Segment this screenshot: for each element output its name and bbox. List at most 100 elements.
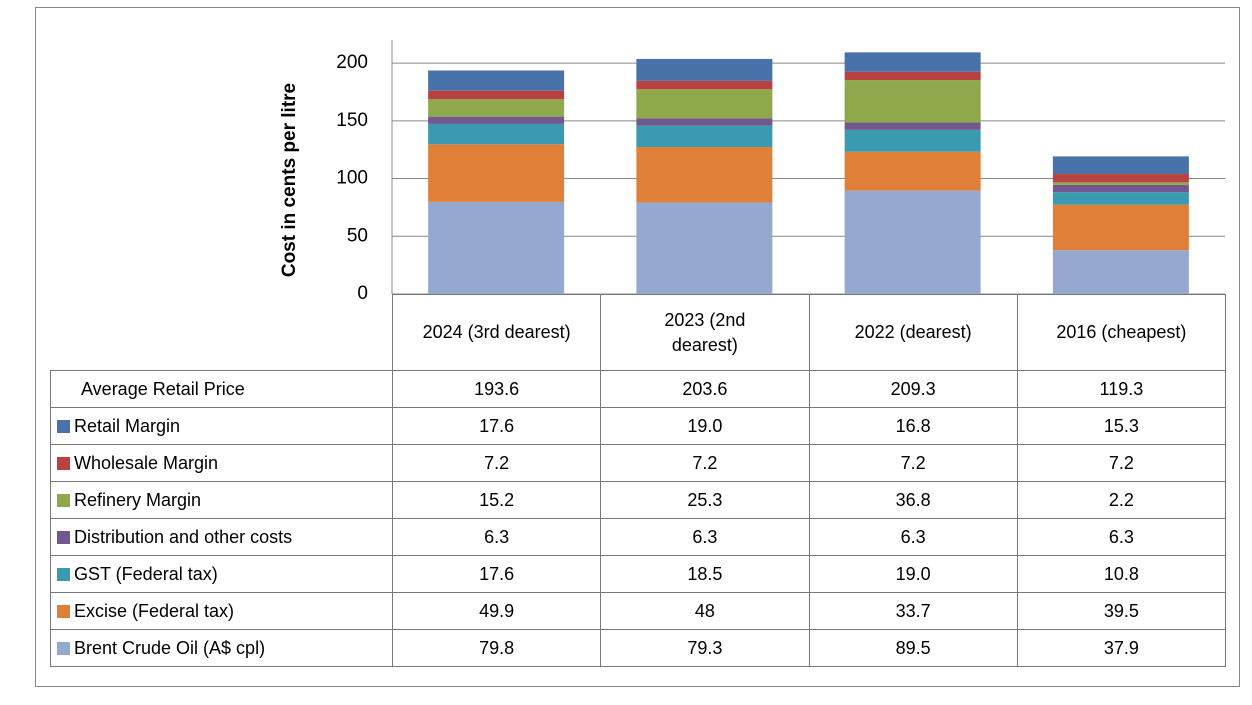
table-value: 89.5 bbox=[808, 629, 1018, 667]
table-value: 193.6 bbox=[392, 370, 602, 408]
bar-segment bbox=[1052, 174, 1189, 183]
legend-key bbox=[57, 567, 70, 581]
bar-segment bbox=[636, 147, 773, 203]
legend-label: Retail Margin bbox=[74, 415, 181, 436]
bar-segment bbox=[1052, 250, 1189, 294]
legend-key bbox=[57, 641, 70, 655]
bar-segment bbox=[636, 125, 773, 148]
x-tick-label: 2022 (dearest) bbox=[854, 322, 972, 342]
bar-segment bbox=[428, 116, 565, 124]
table-value: 203.6 bbox=[600, 370, 810, 408]
table-value: 17.6 bbox=[392, 407, 602, 445]
table-value: 7.2 bbox=[600, 444, 810, 482]
category-cell: 2022 (dearest) bbox=[808, 294, 1018, 371]
legend-label: Distribution and other costs bbox=[74, 526, 293, 547]
y-tick-label: 100 bbox=[336, 168, 368, 189]
table-value: 7.2 bbox=[392, 444, 602, 482]
legend-label: Average Retail Price bbox=[81, 378, 245, 399]
table-value: 18.5 bbox=[600, 555, 810, 593]
row-label-cell: GST (Federal tax) bbox=[50, 555, 393, 593]
bar-segment bbox=[1052, 156, 1189, 175]
table-value: 15.2 bbox=[392, 481, 602, 519]
table-value: 2.2 bbox=[1016, 481, 1226, 519]
x-tick-label: 2023 (2nd dearest) bbox=[664, 309, 746, 355]
table-value: 15.3 bbox=[1016, 407, 1226, 445]
category-cell: 2024 (3rd dearest) bbox=[392, 294, 602, 371]
table-value: 49.9 bbox=[392, 592, 602, 630]
bar-segment bbox=[1052, 182, 1189, 185]
bar-segment bbox=[636, 80, 773, 90]
legend-label: Excise (Federal tax) bbox=[74, 600, 235, 621]
category-cell: 2023 (2nd dearest) bbox=[600, 294, 810, 371]
row-label-cell: Average Retail Price bbox=[50, 370, 393, 408]
x-tick-label: 2016 (cheapest) bbox=[1056, 322, 1187, 342]
table-value: 36.8 bbox=[808, 481, 1018, 519]
bar-segment bbox=[844, 190, 981, 294]
bar-segment bbox=[844, 80, 981, 123]
bar-segment bbox=[428, 123, 565, 145]
table-value: 37.9 bbox=[1016, 629, 1226, 667]
legend-label: Wholesale Margin bbox=[74, 452, 219, 473]
table-value: 6.3 bbox=[1016, 518, 1226, 556]
table-value: 6.3 bbox=[600, 518, 810, 556]
row-label-cell: Distribution and other costs bbox=[50, 518, 393, 556]
row-label-cell: Retail Margin bbox=[50, 407, 393, 445]
legend-key bbox=[57, 604, 70, 618]
bar-segment bbox=[428, 90, 565, 100]
table-value: 10.8 bbox=[1016, 555, 1226, 593]
table-value: 209.3 bbox=[808, 370, 1018, 408]
legend-label: Refinery Margin bbox=[74, 489, 202, 510]
bar-segment bbox=[844, 129, 981, 152]
table-value: 16.8 bbox=[808, 407, 1018, 445]
x-tick-label: 2024 (3rd dearest) bbox=[422, 322, 571, 342]
bar-segment bbox=[1052, 192, 1189, 205]
bar-segment bbox=[844, 151, 981, 191]
y-tick-label: 150 bbox=[336, 110, 368, 131]
bar-segment bbox=[844, 52, 981, 72]
table-value: 19.0 bbox=[808, 555, 1018, 593]
table-value: 39.5 bbox=[1016, 592, 1226, 630]
table-value: 33.7 bbox=[808, 592, 1018, 630]
chart-frame bbox=[35, 7, 1240, 687]
table-value: 48 bbox=[600, 592, 810, 630]
table-value: 7.2 bbox=[808, 444, 1018, 482]
row-label-cell: Wholesale Margin bbox=[50, 444, 393, 482]
bar-segment bbox=[428, 201, 565, 294]
category-cell: 2016 (cheapest) bbox=[1016, 294, 1226, 371]
table-value: 79.3 bbox=[600, 629, 810, 667]
bar-segment bbox=[428, 70, 565, 91]
bar-segment bbox=[428, 144, 565, 202]
legend-key bbox=[57, 419, 70, 433]
bar-segment bbox=[636, 89, 773, 119]
row-label-cell: Brent Crude Oil (A$ cpl) bbox=[50, 629, 393, 667]
legend-label: GST (Federal tax) bbox=[74, 563, 218, 584]
table-value: 25.3 bbox=[600, 481, 810, 519]
bar-segment bbox=[844, 71, 981, 81]
bar-segment bbox=[1052, 184, 1189, 193]
legend-key bbox=[57, 530, 70, 544]
table-value: 17.6 bbox=[392, 555, 602, 593]
y-tick-label: 0 bbox=[357, 283, 368, 304]
bar-segment bbox=[844, 122, 981, 130]
bar-segment bbox=[1052, 204, 1189, 251]
row-label-cell: Excise (Federal tax) bbox=[50, 592, 393, 630]
table-value: 6.3 bbox=[808, 518, 1018, 556]
legend-key bbox=[57, 456, 70, 470]
y-tick-label: 200 bbox=[336, 52, 368, 73]
y-axis-label: Cost in cents per litre bbox=[279, 83, 300, 277]
row-label-cell: Refinery Margin bbox=[50, 481, 393, 519]
table-value: 6.3 bbox=[392, 518, 602, 556]
table-value: 79.8 bbox=[392, 629, 602, 667]
legend-label: Brent Crude Oil (A$ cpl) bbox=[74, 637, 266, 658]
y-tick-label: 50 bbox=[347, 225, 368, 246]
table-value: 7.2 bbox=[1016, 444, 1226, 482]
bar-segment bbox=[636, 58, 773, 81]
legend-key bbox=[57, 493, 70, 507]
table-value: 19.0 bbox=[600, 407, 810, 445]
table-value: 119.3 bbox=[1016, 370, 1226, 408]
bar-segment bbox=[636, 202, 773, 294]
bar-segment bbox=[428, 99, 565, 117]
bar-segment bbox=[636, 118, 773, 126]
